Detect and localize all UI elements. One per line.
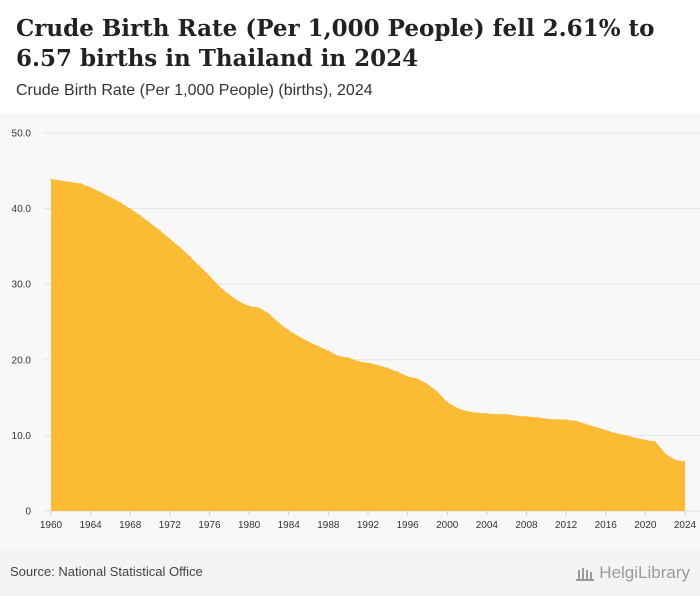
chart-title: Crude Birth Rate (Per 1,000 People) fell…: [16, 15, 655, 72]
data-point: [456, 407, 458, 409]
data-point: [416, 378, 419, 380]
data-point: [634, 437, 637, 439]
data-point: [139, 214, 141, 216]
x-tick-label: 1988: [317, 520, 340, 531]
data-point: [367, 362, 369, 364]
birth-rate-area: [51, 179, 685, 511]
data-point: [278, 322, 280, 324]
data-point: [446, 401, 448, 403]
data-point: [50, 178, 52, 180]
x-tick-label: 2020: [634, 520, 657, 531]
data-point: [129, 208, 131, 210]
logo-text: HelgiLibrary: [599, 563, 690, 582]
data-point: [238, 300, 240, 303]
data-point: [298, 335, 300, 337]
y-tick-label: 50.0: [12, 129, 32, 140]
data-point: [387, 367, 389, 369]
data-point: [496, 413, 498, 415]
data-point: [674, 459, 676, 461]
library-building-icon: [576, 568, 595, 581]
data-point: [307, 341, 310, 343]
data-point: [248, 305, 250, 307]
data-point: [90, 186, 92, 189]
data-point: [327, 350, 329, 352]
data-point: [525, 415, 528, 418]
data-point: [436, 390, 438, 393]
data-point: [268, 313, 270, 315]
data-point: [397, 371, 399, 373]
x-tick-label: 1980: [238, 520, 261, 531]
data-point: [664, 452, 666, 455]
data-point: [426, 383, 429, 385]
data-point: [595, 426, 597, 428]
data-point: [288, 329, 290, 331]
x-tick-label: 1996: [397, 520, 420, 531]
x-tick-label: 1964: [80, 520, 103, 531]
data-point: [535, 416, 538, 418]
birth-rate-area-chart: 0 10.0 20.0 30.0 40.0 50.0 1960 1964 1968 1972 197…: [12, 129, 700, 532]
data-point: [555, 418, 557, 421]
data-point: [208, 275, 211, 277]
x-tick-label: 1972: [159, 520, 182, 531]
data-point: [575, 420, 577, 422]
x-tick-label: 2012: [555, 520, 578, 531]
y-tick-label: 10.0: [12, 431, 32, 442]
x-tick-label: 1976: [198, 520, 221, 531]
data-point: [119, 201, 121, 204]
chart-header: Crude Birth Rate (Per 1,000 People) fell…: [0, 0, 700, 113]
data-point: [258, 307, 260, 309]
data-point: [654, 440, 656, 443]
data-point: [99, 191, 102, 193]
data-point: [515, 415, 518, 417]
data-point: [228, 294, 230, 296]
data-point: [80, 183, 82, 185]
y-tick-label: 30.0: [12, 280, 32, 291]
data-point: [70, 181, 72, 183]
x-tick-label: 2008: [515, 520, 538, 531]
data-point: [565, 418, 567, 421]
data-point: [466, 410, 468, 412]
y-tick-label: 40.0: [12, 204, 32, 215]
data-point: [357, 360, 359, 362]
area-series: [50, 178, 686, 511]
data-point: [545, 418, 547, 420]
chart-subtitle: Crude Birth Rate (Per 1,000 People) (bir…: [16, 82, 373, 99]
data-point: [486, 412, 488, 415]
x-tick-label: 1984: [278, 520, 301, 531]
data-point: [377, 364, 379, 366]
x-tick-label: 2004: [476, 520, 499, 531]
data-point: [624, 434, 627, 436]
y-tick-label: 0: [25, 507, 31, 518]
data-point: [149, 222, 151, 224]
data-point: [179, 246, 181, 248]
data-point: [684, 460, 686, 462]
x-tick-label: 1960: [40, 520, 63, 531]
data-point: [476, 412, 478, 414]
data-point: [198, 265, 201, 267]
data-point: [218, 285, 221, 288]
x-tick-label: 1968: [119, 520, 142, 531]
axis-labels: 0 10.0 20.0 30.0 40.0 50.0 1960 1964 1968 1972 197…: [12, 129, 697, 532]
data-point: [407, 375, 409, 378]
data-point: [605, 429, 607, 431]
data-point: [317, 345, 320, 347]
y-tick-label: 20.0: [12, 355, 32, 366]
x-tick-label: 2000: [436, 520, 459, 531]
data-point: [615, 432, 617, 434]
data-point: [109, 196, 112, 198]
data-point: [159, 229, 161, 232]
data-point: [189, 255, 191, 257]
helgi-library-logo[interactable]: HelgiLibrary: [575, 560, 690, 586]
data-point: [337, 355, 339, 357]
source-note: Source: National Statistical Office: [10, 564, 203, 579]
data-point: [644, 439, 646, 441]
data-point: [506, 413, 508, 415]
x-tick-label: 2024: [674, 520, 697, 531]
data-point: [585, 423, 587, 425]
data-point: [169, 238, 171, 240]
x-tick-label: 2016: [595, 520, 618, 531]
x-tick-label: 1992: [357, 520, 380, 531]
data-point: [60, 180, 62, 182]
data-point: [347, 356, 349, 359]
